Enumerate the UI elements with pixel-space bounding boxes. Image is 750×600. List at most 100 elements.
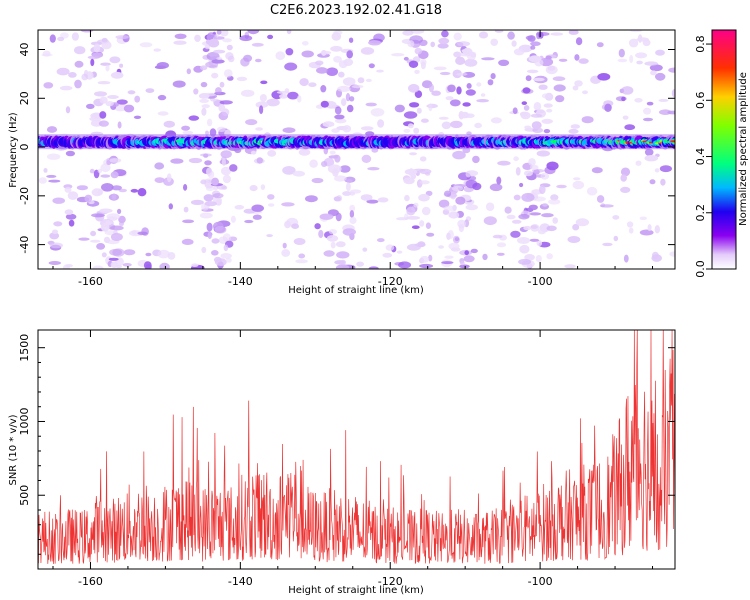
heatmap-speckle: [46, 126, 58, 133]
heatmap-speckle: [255, 127, 263, 131]
heatmap-speckle: [513, 194, 521, 201]
heatmap-speckle: [575, 37, 583, 46]
heatmap-speckle: [472, 155, 480, 164]
heatmap-speckle: [109, 56, 121, 64]
heatmap-speckle: [464, 58, 478, 67]
heatmap-speckle: [123, 249, 136, 256]
heatmap-speckle: [490, 117, 502, 124]
heatmap-speckle: [543, 103, 553, 108]
heatmap-speckle: [157, 94, 167, 101]
heatmap-speckle: [98, 120, 109, 127]
heatmap-speckle: [206, 222, 213, 232]
heatmap-speckle: [525, 75, 532, 82]
heatmap-speckle: [240, 57, 250, 67]
heatmap-speckle: [68, 72, 77, 78]
heatmap-speckle: [523, 105, 530, 111]
heatmap-speckle: [481, 57, 495, 61]
heatmap-speckle: [511, 40, 517, 47]
heatmap-speckle: [206, 167, 213, 176]
heatmap-speckle: [230, 215, 236, 223]
heatmap-speckle: [173, 40, 187, 45]
heatmap-speckle: [249, 185, 258, 192]
heatmap-speckle: [326, 67, 338, 76]
heatmap-speckle: [345, 182, 351, 192]
heatmap-speckle: [407, 40, 415, 48]
heatmap-speckle: [591, 167, 603, 174]
heatmap-speckle: [540, 172, 550, 180]
heatmap-speckle: [154, 177, 165, 184]
heatmap-speckle: [650, 70, 657, 76]
heatmap-speckle: [669, 251, 675, 257]
heatmap-speckle: [408, 168, 414, 177]
heatmap-speckle: [201, 107, 207, 116]
heatmap-speckle: [108, 257, 119, 261]
heatmap-speckle: [215, 87, 222, 95]
heatmap-speckle: [334, 175, 347, 182]
heatmap-speckle: [308, 82, 317, 87]
heatmap-speckle: [117, 208, 122, 214]
heatmap-speckle: [531, 121, 542, 130]
heatmap-speckle: [154, 65, 166, 69]
heatmap-speckle: [385, 244, 395, 251]
heatmap-speckle: [188, 115, 200, 121]
heatmap-speckle: [204, 201, 217, 207]
snr-y-tick-label: 1000: [18, 407, 31, 435]
heatmap-band: [38, 134, 675, 150]
heatmap-speckle: [530, 224, 540, 232]
heatmap-speckle: [282, 127, 296, 133]
heatmap-speckle: [46, 174, 57, 178]
heatmap-speckle: [207, 231, 212, 239]
heatmap-speckle: [239, 35, 253, 42]
heatmap-speckle: [205, 130, 209, 136]
heatmap-speckle: [225, 257, 232, 263]
heatmap-speckle: [546, 225, 557, 232]
heatmap-speckle: [433, 66, 447, 71]
heatmap-speckle: [227, 55, 235, 63]
heatmap-speckle: [220, 150, 232, 159]
colorbar-tick-label: 0.0: [694, 260, 707, 278]
heatmap-speckle: [403, 56, 409, 61]
heatmap-speckle: [219, 100, 233, 105]
heatmap-speckle: [62, 264, 70, 269]
heatmap-speckle: [470, 248, 478, 254]
heatmap-speckle: [649, 179, 656, 185]
heatmap-speckle: [105, 64, 110, 72]
heatmap-speckle: [441, 261, 454, 265]
heatmap-speckle: [259, 105, 264, 114]
heatmap-speckle: [456, 86, 462, 95]
heatmap-speckle: [133, 115, 142, 120]
heatmap-y-tick-label: -20: [18, 187, 31, 205]
heatmap-speckle: [620, 167, 631, 177]
heatmap-speckle: [542, 203, 548, 207]
snr-line-clip: [38, 330, 675, 565]
heatmap-speckle: [78, 237, 90, 241]
heatmap-speckle: [558, 58, 568, 62]
heatmap-speckle: [496, 242, 507, 248]
heatmap-speckle: [89, 116, 102, 122]
heatmap-speckle: [183, 184, 188, 191]
heatmap-speckle: [573, 177, 581, 181]
heatmap-speckle: [409, 102, 420, 108]
heatmap-speckle: [365, 102, 377, 107]
heatmap-speckle: [620, 174, 627, 182]
heatmap-speckle: [65, 106, 71, 114]
heatmap-speckle: [281, 202, 295, 207]
heatmap-speckle: [81, 73, 88, 81]
heatmap-speckle: [168, 203, 173, 210]
heatmap-speckle: [496, 252, 505, 256]
heatmap-speckle: [130, 188, 139, 193]
heatmap-speckle: [519, 182, 524, 188]
heatmap-speckle: [118, 215, 126, 224]
heatmap-speckle: [117, 121, 122, 129]
heatmap-speckle: [139, 42, 153, 48]
heatmap-speckle: [333, 55, 342, 63]
heatmap-speckle: [496, 176, 502, 185]
heatmap-speckle: [259, 94, 267, 102]
heatmap-speckle: [572, 223, 580, 231]
heatmap-speckle: [536, 240, 543, 247]
heatmap-speckle: [213, 49, 226, 54]
heatmap-speckle: [174, 33, 187, 39]
heatmap-speckle: [452, 150, 466, 160]
heatmap-speckle: [489, 183, 503, 192]
